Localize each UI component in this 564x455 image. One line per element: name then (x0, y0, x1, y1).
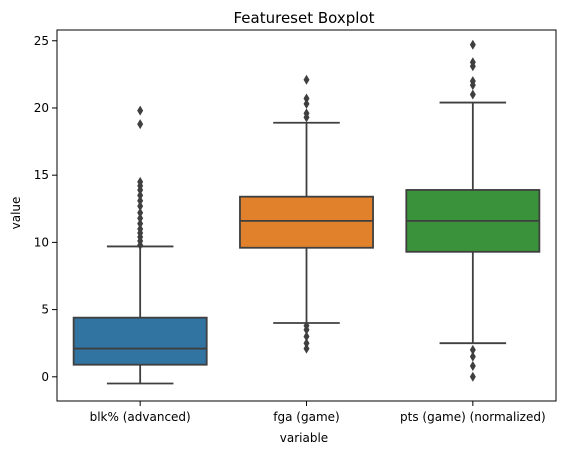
outlier-point (137, 105, 144, 116)
y-tick-label: 15 (34, 168, 49, 182)
plot-area: 0 5 10 15 20 25 blk% (advanced) fga (game) pts (… (34, 29, 557, 424)
outlier-point (303, 98, 310, 109)
outlier-point (303, 338, 310, 349)
outlier-point (137, 218, 144, 229)
y-tick-label: 5 (41, 303, 49, 317)
x-tick-label: fga (game) (273, 410, 339, 424)
outlier-point (469, 351, 476, 362)
outlier-point (303, 343, 310, 354)
box (72, 316, 208, 366)
chart-title: Featureset Boxplot (233, 9, 374, 27)
y-tick-label: 20 (34, 101, 49, 115)
outlier-point (469, 371, 476, 382)
outlier-point (303, 74, 310, 85)
outlier-point (137, 213, 144, 224)
box (239, 195, 374, 249)
x-axis-label: variable (280, 431, 328, 445)
outlier-point (469, 39, 476, 50)
plot-frame (56, 29, 557, 402)
outlier-point (137, 119, 144, 130)
outlier-point (303, 320, 310, 331)
outlier-point (137, 195, 144, 206)
x-tick-label: blk% (advanced) (90, 410, 191, 424)
outlier-point (137, 176, 144, 187)
x-tick-label: pts (game) (normalized) (400, 410, 546, 424)
outlier-point (137, 190, 144, 201)
outlier-point (303, 93, 310, 104)
outlier-point (303, 108, 310, 119)
outlier-point (469, 57, 476, 68)
outlier-point (137, 223, 144, 234)
y-axis-label: value (9, 197, 23, 230)
outlier-point (469, 361, 476, 372)
y-tick-label: 0 (41, 370, 49, 384)
y-tick-label: 25 (34, 34, 49, 48)
outlier-point (137, 201, 144, 212)
outlier-point (469, 89, 476, 100)
outlier-point (137, 207, 144, 218)
outlier-point (303, 331, 310, 342)
y-tick-label: 10 (34, 235, 49, 249)
outlier-point (469, 344, 476, 355)
outlier-point (469, 76, 476, 87)
